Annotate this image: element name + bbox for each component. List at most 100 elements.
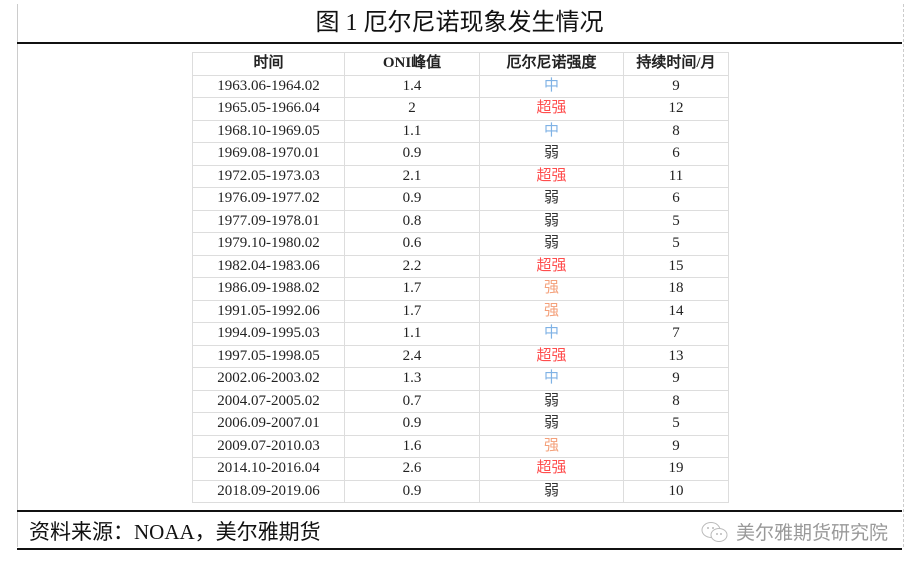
cell-period: 1963.06-1964.02: [192, 74, 345, 98]
cell-duration: 6: [623, 142, 729, 166]
cell-duration: 12: [623, 97, 729, 121]
cell-intensity: 强: [479, 434, 624, 458]
cell-duration: 9: [623, 367, 729, 391]
header-duration: 持续时间/月: [623, 52, 729, 76]
cell-duration: 15: [623, 254, 729, 278]
cell-oni-peak: 1.3: [344, 367, 480, 391]
cell-oni-peak: 0.9: [344, 142, 480, 166]
cell-intensity: 中: [479, 367, 624, 391]
cell-intensity: 弱: [479, 232, 624, 256]
cell-duration: 8: [623, 389, 729, 413]
cell-duration: 13: [623, 344, 729, 368]
cell-oni-peak: 2.1: [344, 164, 480, 188]
cell-oni-peak: 1.7: [344, 277, 480, 301]
cell-oni-peak: 1.6: [344, 434, 480, 458]
cell-duration: 5: [623, 232, 729, 256]
brand: 美尔雅期货研究院: [700, 518, 888, 545]
cell-period: 2018.09-2019.06: [192, 479, 345, 503]
cell-intensity: 超强: [479, 254, 624, 278]
cell-intensity: 中: [479, 74, 624, 98]
brand-name: 美尔雅期货研究院: [735, 522, 888, 544]
table-row: 1982.04-1983.06 2.2 超强 15: [192, 254, 729, 278]
header-oni-peak: ONI峰值: [344, 52, 480, 76]
table-row: 2018.09-2019.06 0.9 弱 10: [192, 479, 729, 503]
cell-oni-peak: 2.4: [344, 344, 480, 368]
cell-duration: 14: [623, 299, 729, 323]
table-row: 1986.09-1988.02 1.7 强 18: [192, 277, 729, 301]
cell-intensity: 超强: [479, 97, 624, 121]
table-row: 1969.08-1970.01 0.9 弱 6: [192, 142, 729, 166]
cell-duration: 5: [623, 412, 729, 436]
cell-intensity: 强: [479, 277, 624, 301]
table-row: 1994.09-1995.03 1.1 中 7: [192, 322, 729, 346]
cell-oni-peak: 2.6: [344, 457, 480, 481]
cell-period: 1982.04-1983.06: [192, 254, 345, 278]
cell-intensity: 强: [479, 299, 624, 323]
cell-duration: 7: [623, 322, 729, 346]
cell-period: 1986.09-1988.02: [192, 277, 345, 301]
cell-period: 1991.05-1992.06: [192, 299, 345, 323]
cell-intensity: 中: [479, 322, 624, 346]
table-row: 2004.07-2005.02 0.7 弱 8: [192, 389, 729, 413]
cell-duration: 6: [623, 187, 729, 211]
cell-intensity: 弱: [479, 209, 624, 233]
cell-oni-peak: 0.7: [344, 389, 480, 413]
cell-oni-peak: 0.9: [344, 412, 480, 436]
cell-period: 1977.09-1978.01: [192, 209, 345, 233]
el-nino-table: 时间 ONI峰值 厄尔尼诺强度 持续时间/月 1963.06-1964.02 1.…: [192, 52, 729, 503]
table-row: 1976.09-1977.02 0.9 弱 6: [192, 187, 729, 211]
cell-intensity: 弱: [479, 479, 624, 503]
cell-oni-peak: 2: [344, 97, 480, 121]
cell-period: 1972.05-1973.03: [192, 164, 345, 188]
cell-duration: 11: [623, 164, 729, 188]
cell-period: 1976.09-1977.02: [192, 187, 345, 211]
header-period: 时间: [192, 52, 345, 76]
cell-duration: 9: [623, 74, 729, 98]
cell-intensity: 弱: [479, 412, 624, 436]
cell-duration: 9: [623, 434, 729, 458]
cell-oni-peak: 0.9: [344, 187, 480, 211]
cell-duration: 5: [623, 209, 729, 233]
cell-period: 1968.10-1969.05: [192, 119, 345, 143]
table-row: 1968.10-1969.05 1.1 中 8: [192, 119, 729, 143]
cell-intensity: 弱: [479, 187, 624, 211]
cell-intensity: 超强: [479, 344, 624, 368]
table-row: 1965.05-1966.04 2 超强 12: [192, 97, 729, 121]
cell-oni-peak: 1.1: [344, 119, 480, 143]
table-header-row: 时间 ONI峰值 厄尔尼诺强度 持续时间/月: [192, 52, 729, 76]
table-row: 1997.05-1998.05 2.4 超强 13: [192, 344, 729, 368]
table-row: 2006.09-2007.01 0.9 弱 5: [192, 412, 729, 436]
cell-oni-peak: 1.1: [344, 322, 480, 346]
cell-intensity: 弱: [479, 389, 624, 413]
cell-period: 1965.05-1966.04: [192, 97, 345, 121]
table-row: 1963.06-1964.02 1.4 中 9: [192, 74, 729, 98]
cell-intensity: 中: [479, 119, 624, 143]
document-frame: [17, 4, 904, 547]
cell-period: 2009.07-2010.03: [192, 434, 345, 458]
cell-oni-peak: 1.7: [344, 299, 480, 323]
cell-period: 2014.10-2016.04: [192, 457, 345, 481]
cell-period: 1969.08-1970.01: [192, 142, 345, 166]
cell-period: 2002.06-2003.02: [192, 367, 345, 391]
cell-duration: 18: [623, 277, 729, 301]
table-row: 2014.10-2016.04 2.6 超强 19: [192, 457, 729, 481]
table-row: 1979.10-1980.02 0.6 弱 5: [192, 232, 729, 256]
cell-oni-peak: 0.8: [344, 209, 480, 233]
cell-duration: 10: [623, 479, 729, 503]
footer: 资料来源：NOAA，美尔雅期货 美尔雅期货研究院: [17, 510, 902, 550]
table-row: 2002.06-2003.02 1.3 中 9: [192, 367, 729, 391]
cell-intensity: 超强: [479, 457, 624, 481]
table-row: 2009.07-2010.03 1.6 强 9: [192, 434, 729, 458]
table-row: 1972.05-1973.03 2.1 超强 11: [192, 164, 729, 188]
wechat-icon: [701, 521, 728, 542]
cell-oni-peak: 0.6: [344, 232, 480, 256]
cell-period: 1979.10-1980.02: [192, 232, 345, 256]
header-intensity: 厄尔尼诺强度: [479, 52, 624, 76]
cell-oni-peak: 0.9: [344, 479, 480, 503]
source-note: 资料来源：NOAA，美尔雅期货: [29, 520, 321, 544]
cell-intensity: 超强: [479, 164, 624, 188]
cell-period: 1997.05-1998.05: [192, 344, 345, 368]
cell-duration: 19: [623, 457, 729, 481]
cell-oni-peak: 1.4: [344, 74, 480, 98]
cell-oni-peak: 2.2: [344, 254, 480, 278]
